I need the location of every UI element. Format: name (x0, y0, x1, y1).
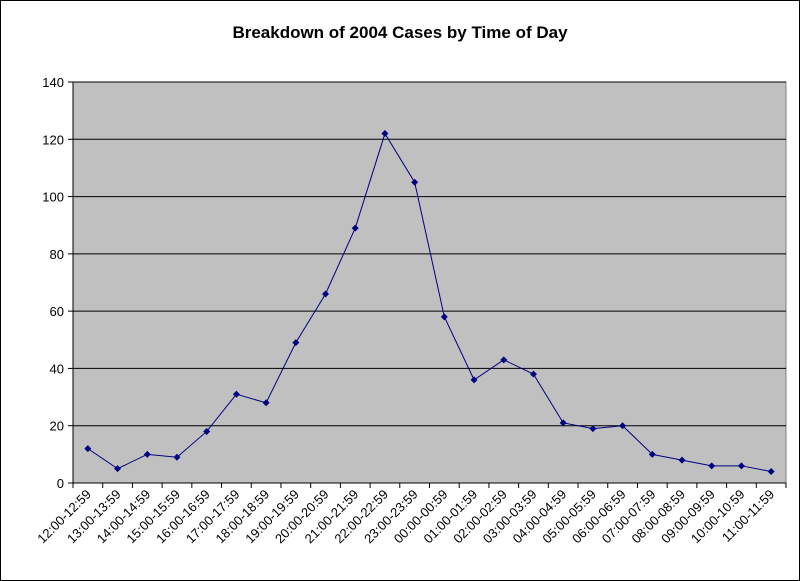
data-point (619, 422, 627, 430)
data-point (529, 370, 537, 378)
data-point (500, 356, 508, 364)
data-point (262, 399, 270, 407)
data-point (322, 290, 330, 298)
data-point (143, 450, 151, 458)
data-point (589, 425, 597, 433)
y-tick-label: 80 (50, 247, 64, 262)
y-tick-label: 40 (50, 361, 64, 376)
y-tick-label: 120 (42, 132, 64, 147)
plot-area (72, 81, 787, 484)
y-tick-label: 60 (50, 304, 64, 319)
data-point (470, 376, 478, 384)
data-point (292, 339, 300, 347)
data-point (114, 465, 122, 473)
data-point (708, 462, 716, 470)
series-line (87, 132, 772, 473)
y-tick-label: 20 (50, 419, 64, 434)
data-point (678, 456, 686, 464)
y-tick-label: 100 (42, 190, 64, 205)
chart-title: Breakdown of 2004 Cases by Time of Day (232, 23, 568, 42)
data-point (411, 178, 419, 186)
data-point (381, 130, 389, 138)
data-point (173, 453, 181, 461)
data-point (440, 313, 448, 321)
y-tick-label: 0 (57, 476, 64, 491)
y-tick-label: 140 (42, 75, 64, 90)
data-point (559, 419, 567, 427)
data-point (351, 224, 359, 232)
data-point (203, 427, 211, 435)
data-point (737, 462, 745, 470)
data-point (84, 445, 92, 453)
data-point (232, 390, 240, 398)
data-point (648, 450, 656, 458)
data-point (767, 468, 775, 476)
